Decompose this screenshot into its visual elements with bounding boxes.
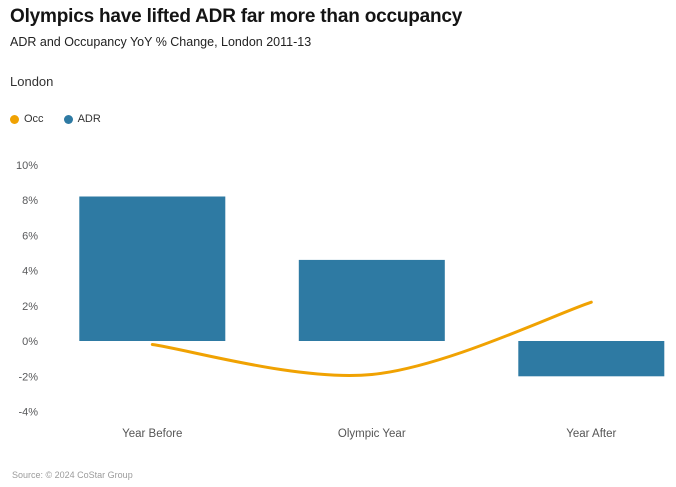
y-axis-tick-label: 2% bbox=[22, 301, 38, 313]
legend-dot-icon bbox=[63, 114, 73, 124]
chart-subtitle: ADR and Occupancy YoY % Change, London 2… bbox=[10, 35, 312, 49]
legend-label: ADR bbox=[77, 113, 101, 125]
y-axis-tick-label: 6% bbox=[22, 230, 38, 242]
bar-adr-year-after bbox=[518, 341, 665, 377]
x-axis-label-year-before: Year Before bbox=[122, 428, 182, 440]
y-axis-tick-label: 10% bbox=[16, 160, 38, 172]
legend-item-adr: ADR bbox=[63, 113, 101, 125]
y-axis-tick-label: 4% bbox=[22, 266, 38, 278]
y-axis-tick-label: -4% bbox=[18, 407, 38, 419]
y-axis-tick-label: -2% bbox=[18, 371, 38, 383]
y-axis-tick-label: 0% bbox=[22, 336, 38, 348]
x-axis-label-olympic-year: Olympic Year bbox=[338, 428, 406, 440]
source-note: Source: © 2024 CoStar Group bbox=[12, 470, 133, 480]
legend-dot-icon bbox=[10, 114, 19, 124]
bar-adr-olympic-year bbox=[298, 259, 445, 341]
y-axis-tick-label: 8% bbox=[22, 195, 38, 207]
x-axis-label-year-after: Year After bbox=[566, 428, 616, 440]
legend: Occ ADR bbox=[10, 113, 101, 125]
bar-adr-year-before bbox=[79, 196, 226, 341]
region-label: London bbox=[10, 74, 54, 89]
legend-label: Occ bbox=[24, 113, 44, 125]
line-occ bbox=[150, 300, 593, 377]
chart-title: Olympics have lifted ADR far more than o… bbox=[10, 6, 463, 27]
legend-item-occ: Occ bbox=[10, 113, 44, 125]
